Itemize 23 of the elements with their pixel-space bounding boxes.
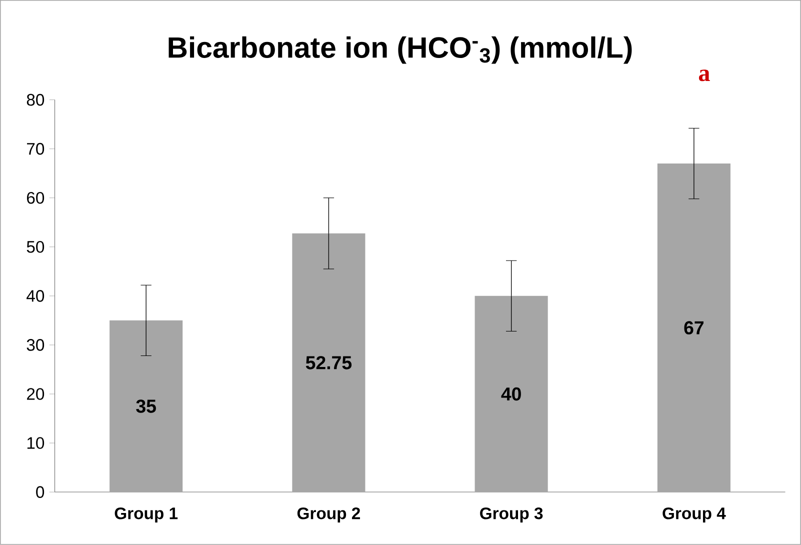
y-tick-label: 60: [27, 192, 44, 204]
data-label: 67: [684, 321, 704, 335]
y-tick-label: 70: [27, 143, 44, 155]
bar: [110, 320, 183, 492]
y-tick-label: 80: [26, 94, 44, 106]
chart-title: Bicarbonate ion (HCO$^{-}$$_{3}$) (mmol/L): [168, 36, 632, 64]
bar: [657, 164, 730, 492]
x-tick-label: Group 3: [480, 508, 543, 523]
y-tick-label: 10: [27, 437, 44, 450]
x-tick-label: Group 1: [114, 508, 178, 523]
data-label: 40: [501, 387, 521, 401]
y-tick-label: 20: [27, 388, 44, 400]
data-label: 35: [136, 400, 156, 413]
data-label: 52.75: [306, 356, 352, 370]
x-tick-label: Group 2: [297, 508, 360, 523]
bar: [292, 234, 366, 492]
y-tick-label: 30: [26, 339, 44, 351]
y-tick-label: 50: [26, 241, 44, 253]
x-tick-label: Group 4: [662, 508, 726, 523]
text: a: [698, 70, 710, 82]
y-tick-label: 0: [36, 486, 44, 498]
y-tick-label: 40: [26, 290, 44, 302]
bar: [474, 296, 548, 492]
